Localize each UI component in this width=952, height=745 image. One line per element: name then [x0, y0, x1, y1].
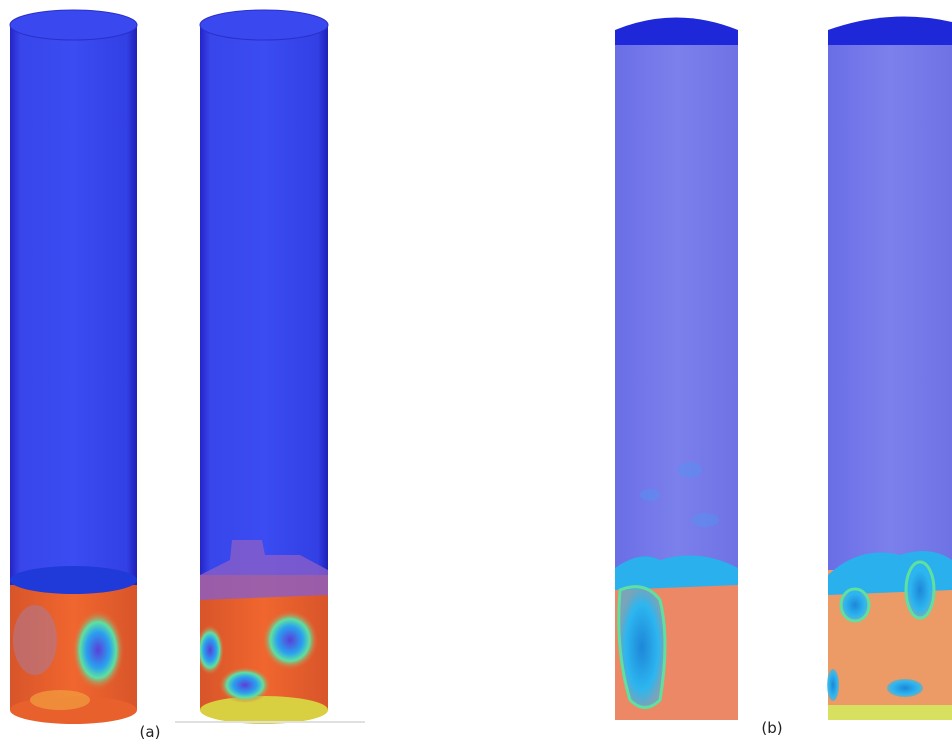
cylinder-b1 — [615, 18, 738, 721]
bubble — [619, 587, 665, 708]
column-top — [615, 18, 738, 46]
bubble — [906, 562, 934, 618]
bed-surface — [10, 566, 137, 594]
panel-label: (b) — [761, 719, 782, 737]
bed — [10, 566, 137, 724]
bubble — [13, 605, 57, 675]
column-body — [615, 32, 738, 572]
bed-surface — [615, 556, 738, 591]
bubble — [887, 679, 923, 697]
column-body — [828, 32, 952, 572]
panel-label: (a) — [140, 723, 161, 741]
cylinder-b2 — [827, 17, 952, 720]
bubble — [678, 462, 702, 478]
column-top — [828, 17, 952, 45]
bubble — [827, 669, 839, 701]
bubble — [640, 489, 660, 501]
cylinder-a1 — [10, 10, 137, 724]
bed-bottom — [200, 696, 328, 724]
bed-bottom — [828, 705, 952, 720]
page: {"panels": [{"label": "(a)"}, {"label": … — [0, 0, 952, 745]
bubble — [691, 513, 719, 527]
bubble — [841, 589, 869, 621]
column-top — [10, 10, 137, 40]
bubble — [262, 610, 318, 670]
bubble — [196, 625, 224, 675]
bubble — [30, 690, 90, 710]
figure: (a) (b) — [0, 0, 952, 745]
bubble — [219, 667, 271, 703]
bed — [196, 540, 328, 724]
bubble — [72, 610, 124, 690]
column-top — [200, 10, 328, 40]
cylinder-a2 — [196, 10, 328, 724]
